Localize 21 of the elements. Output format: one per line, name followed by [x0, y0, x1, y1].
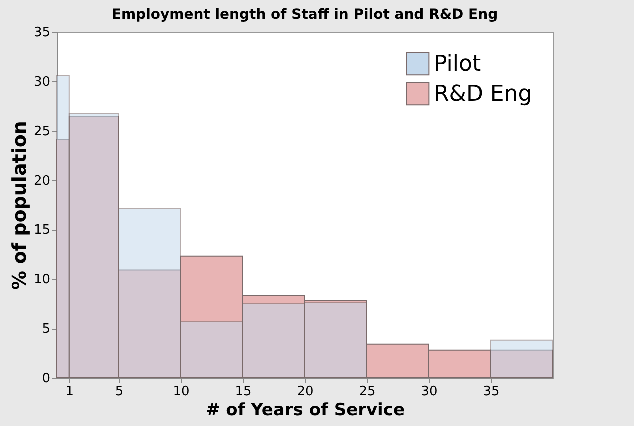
x-axis-title: # of Years of Service — [206, 400, 405, 420]
y-tick-label: 30 — [34, 74, 50, 90]
chart-title: Employment length of Staff in Pilot and R&D Eng — [112, 7, 498, 23]
y-tick-label: 25 — [34, 124, 50, 140]
x-tick-label: 15 — [235, 384, 252, 400]
y-tick-label: 0 — [42, 372, 50, 386]
x-tick-label: 25 — [359, 384, 376, 400]
x-tick-label: 35 — [483, 384, 500, 400]
legend-label: R&D Eng — [434, 82, 532, 107]
y-tick-label: 5 — [42, 322, 50, 338]
y-tick-label: 15 — [34, 223, 50, 238]
x-tick-label: 5 — [115, 384, 124, 400]
legend-label: Pilot — [434, 52, 482, 77]
x-tick-label: 1 — [66, 384, 74, 400]
x-tick-label: 10 — [173, 384, 190, 400]
x-tick-label: 20 — [297, 384, 314, 400]
x-tick-label: 30 — [421, 384, 438, 400]
y-axis-title: % of population — [8, 121, 31, 290]
y-tick-label: 35 — [34, 26, 50, 40]
y-tick-label: 20 — [34, 174, 50, 189]
y-tick-label: 10 — [34, 272, 50, 288]
